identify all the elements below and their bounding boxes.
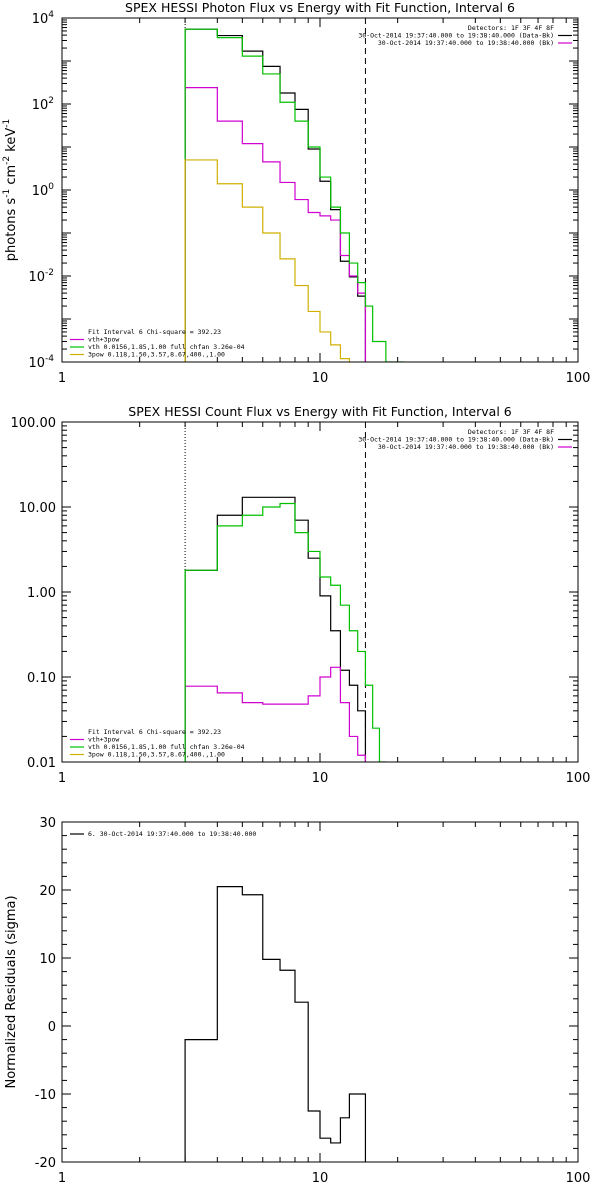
y-axis: 10-4 10-2 100 102 104 xyxy=(28,10,578,371)
y-tick-label: 10.00 xyxy=(19,501,56,516)
legend-text: Detectors: 1F 3F 4F 8F xyxy=(468,24,554,32)
chart-title: SPEX HESSI Photon Flux vs Energy with Fi… xyxy=(125,0,515,15)
series-group xyxy=(184,496,387,762)
series-line-3 xyxy=(184,502,387,762)
panel-2: SPEX HESSI Count Flux vs Energy with Fit… xyxy=(11,404,591,786)
legend-text: 3pow 0.118,1.50,3.57,8.67,400.,1.00 xyxy=(88,351,225,359)
legend-text: 3pow 0.118,1.50,3.57,8.67,400.,1.00 xyxy=(88,751,225,759)
y-tick-label: 10 xyxy=(39,952,56,967)
x-tick-label: 100 xyxy=(566,1171,591,1186)
legend-text: 30-Oct-2014 19:37:40.000 to 19:38:40.000… xyxy=(378,39,554,47)
series-line-1 xyxy=(184,28,367,362)
series-line-1 xyxy=(184,886,367,1162)
x-tick-label: 10 xyxy=(312,1171,329,1186)
x-tick-label: 1 xyxy=(58,371,66,386)
y-tick-label: 100.00 xyxy=(11,416,57,431)
y-tick-label: 30 xyxy=(39,816,56,831)
legend-text: 30-Oct-2014 19:37:40.000 to 19:38:40.000… xyxy=(358,32,554,40)
series-line-1 xyxy=(184,496,367,762)
x-tick-label: 10 xyxy=(312,771,329,786)
series-line-2 xyxy=(184,666,367,762)
y-axis: 0.01 0.10 1.00 10.00 100.00 xyxy=(11,416,578,771)
x-tick-label: 1 xyxy=(58,771,66,786)
y-axis-label: Normalized Residuals (sigma) xyxy=(4,895,19,1088)
legend: Fit Interval 6 Chi-square = 392.23vth+3p… xyxy=(70,328,245,359)
legend-text: Detectors: 1F 3F 4F 8F xyxy=(468,428,554,436)
y-axis-label: photons s-1 cm-2 keV-1 xyxy=(2,119,19,261)
plot-frame xyxy=(61,821,579,1163)
legend: Fit Interval 6 Chi-square = 392.23vth+3p… xyxy=(70,728,245,759)
y-tick-label: 100 xyxy=(32,182,55,199)
series-line-3 xyxy=(184,28,404,362)
legend-text: vth 0.0156,1.85,1.00 full chfan 3.26e-04 xyxy=(88,343,245,351)
legend-text: vth+3pow xyxy=(88,336,119,344)
y-tick-label: -10 xyxy=(35,1088,56,1103)
y-tick-label: 10-4 xyxy=(28,354,54,371)
series-group xyxy=(184,886,367,1162)
panel-1: SPEX HESSI Photon Flux vs Energy with Fi… xyxy=(2,0,590,386)
legend-text: Fit Interval 6 Chi-square = 392.23 xyxy=(88,328,221,336)
legend-text: vth+3pow xyxy=(88,736,119,744)
legend-text: vth 0.0156,1.85,1.00 full chfan 3.26e-04 xyxy=(88,743,245,751)
y-tick-label: 20 xyxy=(39,884,56,899)
series-group xyxy=(184,28,404,362)
series-line-4 xyxy=(184,159,350,362)
x-axis: 1 10 100 xyxy=(58,822,591,1186)
x-tick-label: 100 xyxy=(566,771,591,786)
y-tick-label: 0.01 xyxy=(27,756,56,771)
y-tick-label: 10-2 xyxy=(28,268,54,285)
legend: 6. 30-Oct-2014 19:37:40.000 to 19:38:40.… xyxy=(70,830,256,838)
legend-text: 6. 30-Oct-2014 19:37:40.000 to 19:38:40.… xyxy=(88,830,256,838)
x-tick-label: 100 xyxy=(566,371,591,386)
panel-3: 1 10 100 -20 -10 0 10 20 30 Normalized Residuals … xyxy=(4,816,590,1186)
y-tick-label: 0 xyxy=(48,1020,56,1035)
plot-frame xyxy=(61,17,579,363)
y-tick-label: 1.00 xyxy=(27,586,56,601)
legend-text: 30-Oct-2014 19:37:40.000 to 19:38:40.000… xyxy=(378,443,554,451)
chart-title: SPEX HESSI Count Flux vs Energy with Fit… xyxy=(128,404,511,419)
y-tick-label: 0.10 xyxy=(27,671,56,686)
y-tick-label: 102 xyxy=(32,96,54,113)
legend-text: Fit Interval 6 Chi-square = 392.23 xyxy=(88,728,221,736)
x-tick-label: 10 xyxy=(312,371,329,386)
legend-text: 30-Oct-2014 19:37:40.000 to 19:38:40.000… xyxy=(358,436,554,444)
series-line-2 xyxy=(184,87,367,362)
plot-frame xyxy=(61,421,579,763)
y-tick-label: 104 xyxy=(32,10,55,27)
y-tick-label: -20 xyxy=(35,1156,56,1171)
y-axis: -20 -10 0 10 20 30 xyxy=(35,816,578,1171)
x-tick-label: 1 xyxy=(58,1171,66,1186)
